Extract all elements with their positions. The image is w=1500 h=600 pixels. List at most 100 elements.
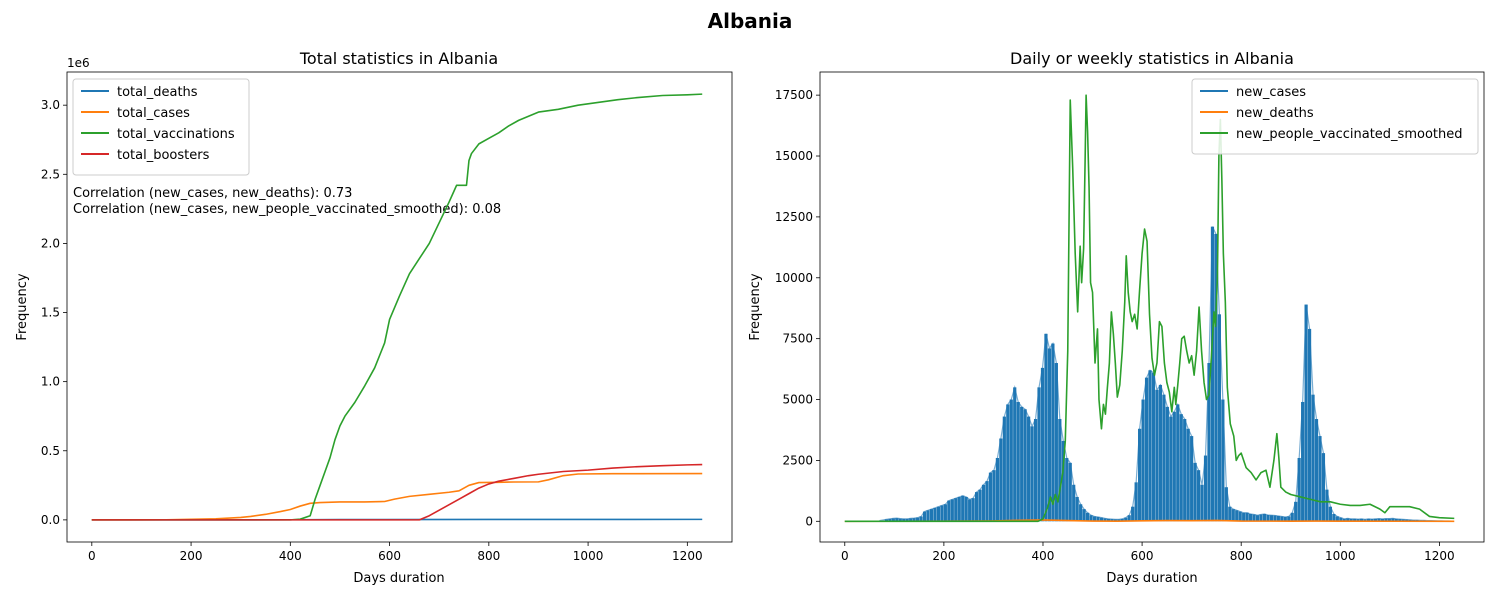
- bar-new-cases: [1311, 394, 1315, 522]
- x-tick-label: 600: [378, 549, 401, 563]
- y-tick-label: 10000: [775, 271, 813, 285]
- bar-new-cases: [1221, 399, 1225, 522]
- legend-label: new_deaths: [1236, 106, 1314, 121]
- bar-new-cases: [1196, 470, 1201, 522]
- bar-new-cases: [1405, 519, 1409, 522]
- legend-label: total_deaths: [117, 85, 198, 100]
- x-tick-label: 200: [932, 549, 955, 563]
- legend-label: new_people_vaccinated_smoothed: [1236, 127, 1462, 142]
- bar-new-cases: [1200, 484, 1204, 522]
- bar-new-cases: [1314, 419, 1319, 522]
- bar-new-cases: [1085, 512, 1090, 522]
- bar-new-cases: [895, 518, 899, 522]
- right-chart: Daily or weekly statistics in Albania Da…: [748, 49, 1485, 586]
- bar-new-cases: [1148, 370, 1152, 522]
- bar-new-cases: [947, 500, 951, 522]
- left-chart-annotation-vaccinated-correlation: Correlation (new_cases, new_people_vacci…: [73, 202, 501, 217]
- bar-new-cases: [1151, 372, 1156, 522]
- x-tick-label: 1200: [672, 549, 703, 563]
- left-chart: Total statistics in Albania 1e6 Days dur…: [15, 49, 733, 586]
- bar-new-cases: [1380, 518, 1385, 522]
- bar-new-cases: [988, 472, 993, 522]
- x-tick-label: 800: [1230, 549, 1253, 563]
- y-tick-label: 2500: [782, 453, 813, 467]
- bar-new-cases: [1255, 515, 1260, 522]
- bar-new-cases: [922, 511, 927, 522]
- plot-frame: [66, 71, 733, 543]
- legend-label: total_vaccinations: [117, 127, 235, 142]
- bar-new-cases: [1287, 516, 1291, 522]
- bar-new-cases: [1245, 512, 1249, 522]
- plot-frame: [819, 71, 1485, 543]
- bar-new-cases: [909, 518, 913, 522]
- bar-new-cases: [1301, 401, 1305, 522]
- right-chart-x-axis-label: Days duration: [1106, 571, 1197, 586]
- bar-new-cases: [1144, 377, 1149, 522]
- bar-new-cases: [1183, 419, 1187, 522]
- bar-new-cases: [1165, 406, 1169, 522]
- bar-new-cases: [1401, 519, 1405, 522]
- bar-new-cases: [1276, 515, 1280, 522]
- bar-new-cases: [1273, 515, 1277, 522]
- bar-new-cases: [1224, 487, 1228, 522]
- y-tick-label: 17500: [775, 88, 813, 102]
- bar-new-cases: [1186, 428, 1190, 522]
- bar-new-cases: [1346, 518, 1350, 522]
- y-tick-label: 3.0: [41, 98, 60, 112]
- bar-new-cases: [1169, 416, 1173, 522]
- bar-new-cases: [1120, 518, 1124, 522]
- bar-new-cases: [891, 518, 895, 522]
- bar-new-cases: [1394, 518, 1398, 522]
- bar-new-cases: [1172, 411, 1176, 522]
- bar-new-cases: [1242, 512, 1246, 522]
- bar-new-cases: [1023, 409, 1027, 522]
- bar-new-cases: [1082, 509, 1086, 522]
- bar-new-cases: [933, 507, 937, 522]
- bar-new-cases: [1106, 518, 1110, 522]
- bar-new-cases: [1207, 363, 1211, 522]
- bar-new-cases: [1214, 233, 1218, 522]
- bar-new-cases: [1318, 436, 1322, 522]
- bar-new-cases: [1099, 517, 1104, 522]
- bar-new-cases: [985, 481, 989, 522]
- bar-new-cases: [940, 505, 944, 522]
- bar-new-cases: [995, 457, 999, 522]
- y-tick-label: 1.5: [41, 306, 60, 320]
- bar-new-cases: [1072, 484, 1076, 522]
- y-tick-label: 15000: [775, 149, 813, 163]
- bar-new-cases: [1016, 401, 1020, 522]
- bar-new-cases: [1075, 496, 1079, 522]
- bar-new-cases: [1249, 513, 1253, 522]
- bar-new-cases: [1335, 516, 1339, 522]
- series-line-new-cases: [879, 226, 1452, 522]
- bar-new-cases: [1262, 513, 1267, 522]
- y-tick-label: 7500: [782, 332, 813, 346]
- bar-new-cases: [1290, 512, 1294, 522]
- bar-new-cases: [1051, 343, 1055, 522]
- bar-new-cases: [1089, 515, 1093, 522]
- y-tick-label: 2.0: [41, 236, 60, 250]
- bar-new-cases: [1068, 462, 1072, 522]
- series-line-total-cases: [91, 472, 703, 521]
- bar-new-cases: [1252, 514, 1256, 522]
- bar-new-cases: [1373, 518, 1378, 522]
- y-tick-label: 12500: [775, 210, 813, 224]
- bar-new-cases: [1030, 426, 1034, 522]
- series-line-new-people-vaccinated-smoothed: [844, 94, 1455, 523]
- bar-new-cases: [999, 438, 1003, 522]
- bar-new-cases: [1040, 367, 1045, 522]
- bar-new-cases: [1155, 389, 1159, 522]
- y-tick-label: 0: [805, 514, 813, 528]
- bar-new-cases: [1370, 519, 1374, 522]
- y-tick-label: 0.0: [41, 513, 60, 527]
- bar-new-cases: [1092, 516, 1097, 522]
- bar-new-cases: [1190, 436, 1194, 522]
- y-tick-label: 2.5: [41, 167, 60, 181]
- bar-new-cases: [1398, 519, 1402, 522]
- bar-new-cases: [1307, 328, 1312, 522]
- bar-new-cases: [971, 498, 975, 522]
- bar-new-cases: [912, 518, 916, 522]
- bar-new-cases: [898, 518, 902, 522]
- bar-new-cases: [992, 470, 996, 522]
- bar-new-cases: [1384, 518, 1388, 522]
